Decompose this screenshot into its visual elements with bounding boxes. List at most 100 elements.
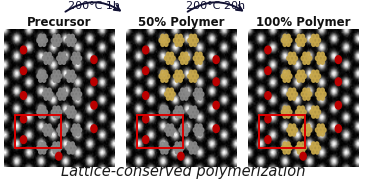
Circle shape xyxy=(308,92,312,96)
Circle shape xyxy=(57,128,60,132)
Circle shape xyxy=(288,74,292,78)
Circle shape xyxy=(181,74,184,78)
Circle shape xyxy=(310,146,313,150)
Circle shape xyxy=(199,132,202,136)
Circle shape xyxy=(315,70,319,75)
Circle shape xyxy=(43,128,46,132)
Circle shape xyxy=(287,34,290,39)
Circle shape xyxy=(287,56,290,60)
Circle shape xyxy=(301,149,305,154)
Circle shape xyxy=(42,42,46,46)
Circle shape xyxy=(200,56,204,60)
Circle shape xyxy=(78,56,81,60)
Circle shape xyxy=(168,128,172,132)
Circle shape xyxy=(312,106,315,111)
Circle shape xyxy=(57,92,60,96)
Circle shape xyxy=(181,38,184,43)
Circle shape xyxy=(170,52,174,57)
Circle shape xyxy=(283,34,287,39)
Circle shape xyxy=(181,124,184,128)
Circle shape xyxy=(292,60,296,64)
Circle shape xyxy=(317,146,320,150)
Circle shape xyxy=(299,110,303,114)
Circle shape xyxy=(312,42,315,46)
Circle shape xyxy=(64,56,67,60)
Circle shape xyxy=(62,88,66,93)
Circle shape xyxy=(303,52,306,57)
Circle shape xyxy=(288,124,292,128)
Circle shape xyxy=(292,88,296,93)
Circle shape xyxy=(165,56,168,60)
Circle shape xyxy=(163,38,166,43)
Circle shape xyxy=(76,60,80,64)
Circle shape xyxy=(57,34,60,39)
Circle shape xyxy=(50,56,53,60)
Circle shape xyxy=(199,124,202,128)
Circle shape xyxy=(306,132,310,136)
Circle shape xyxy=(62,52,66,57)
Circle shape xyxy=(290,92,294,97)
Circle shape xyxy=(46,128,50,132)
Circle shape xyxy=(55,110,58,114)
Circle shape xyxy=(165,92,168,96)
Circle shape xyxy=(71,114,75,118)
Circle shape xyxy=(73,132,76,136)
Circle shape xyxy=(67,34,71,39)
Circle shape xyxy=(317,132,321,136)
Circle shape xyxy=(71,142,75,146)
Circle shape xyxy=(301,70,305,75)
Circle shape xyxy=(312,149,315,154)
Circle shape xyxy=(42,114,46,118)
Circle shape xyxy=(281,146,285,150)
Circle shape xyxy=(287,114,290,118)
Circle shape xyxy=(283,42,287,46)
Circle shape xyxy=(175,142,179,146)
Circle shape xyxy=(39,149,42,154)
Circle shape xyxy=(69,74,73,79)
Circle shape xyxy=(57,78,60,82)
Circle shape xyxy=(294,128,297,132)
Circle shape xyxy=(179,106,182,111)
Text: 100% Polymer: 100% Polymer xyxy=(256,16,350,29)
Circle shape xyxy=(306,60,310,64)
Circle shape xyxy=(290,56,294,61)
Circle shape xyxy=(164,42,168,46)
Circle shape xyxy=(58,38,62,43)
Circle shape xyxy=(288,60,292,64)
Circle shape xyxy=(188,146,191,150)
Circle shape xyxy=(62,132,66,136)
Circle shape xyxy=(66,38,69,43)
Circle shape xyxy=(296,110,299,114)
Circle shape xyxy=(53,114,57,118)
Circle shape xyxy=(62,60,66,64)
Circle shape xyxy=(53,149,57,154)
Circle shape xyxy=(76,124,80,128)
Circle shape xyxy=(179,78,182,82)
Circle shape xyxy=(189,34,193,39)
Circle shape xyxy=(159,74,163,78)
Circle shape xyxy=(161,42,164,46)
Circle shape xyxy=(21,136,26,143)
Circle shape xyxy=(297,149,301,154)
Circle shape xyxy=(184,60,188,64)
Circle shape xyxy=(303,74,306,78)
Circle shape xyxy=(297,114,301,118)
Circle shape xyxy=(50,128,53,132)
Circle shape xyxy=(317,124,321,128)
Circle shape xyxy=(166,74,170,78)
Circle shape xyxy=(166,52,170,57)
Circle shape xyxy=(175,78,179,82)
Circle shape xyxy=(301,106,305,111)
Circle shape xyxy=(288,132,292,136)
Circle shape xyxy=(179,56,182,60)
Circle shape xyxy=(58,88,62,93)
Circle shape xyxy=(58,52,62,57)
Circle shape xyxy=(189,42,193,46)
Circle shape xyxy=(313,74,317,79)
Circle shape xyxy=(159,38,163,43)
Circle shape xyxy=(283,78,287,82)
Circle shape xyxy=(161,78,164,82)
Bar xyxy=(15,115,61,148)
Circle shape xyxy=(44,52,48,57)
Circle shape xyxy=(163,146,166,150)
